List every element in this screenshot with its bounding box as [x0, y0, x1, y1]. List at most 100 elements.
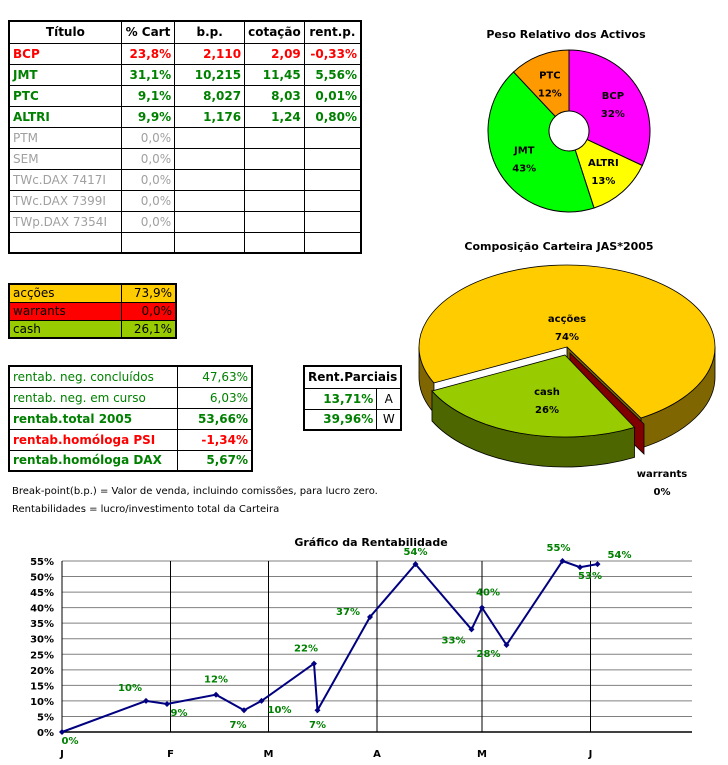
returns-table: rentab. neg. concluídos 47,63% rentab. neg…	[8, 365, 253, 472]
pie3d-value-label: 74%	[555, 332, 579, 343]
cell-rent: 0,80%	[303, 105, 362, 128]
pie3d-title: Composição Carteira JAS*2005	[464, 240, 653, 253]
pie3d-value-label: 0%	[654, 487, 671, 498]
returns-row: rentab.homóloga PSI -1,34%	[8, 428, 253, 451]
data-point	[258, 697, 265, 704]
data-label: 22%	[294, 644, 318, 655]
data-point	[164, 701, 170, 708]
returns-label: rentab.homóloga DAX	[8, 449, 178, 472]
data-label: 55%	[547, 543, 571, 554]
cell-titulo: JMT	[8, 63, 122, 86]
data-point	[311, 660, 317, 667]
line-chart-title: Gráfico da Rentabilidade	[294, 536, 447, 549]
cell-bp: 1,176	[174, 105, 246, 128]
donut-value-label: 12%	[538, 89, 562, 100]
data-label: 33%	[442, 635, 466, 646]
partial-returns-table: Rent.Parciais 13,71% A 39,96% W	[303, 365, 403, 431]
partial-label: A	[376, 387, 402, 410]
data-point	[213, 691, 219, 698]
data-point	[59, 729, 65, 735]
returns-label: rentab.homóloga PSI	[8, 428, 178, 451]
donut-label: JMT	[513, 145, 535, 156]
allocation-value: 73,9%	[121, 283, 177, 303]
cell-titulo: TWc.DAX 7417I	[8, 168, 122, 191]
y-tick-label: 5%	[37, 712, 54, 723]
pie3d-label: acções	[548, 314, 586, 325]
x-tick-label: M	[477, 749, 487, 760]
header-row: Título% Cart b.p. cotação rent.p.	[8, 20, 362, 44]
y-tick-label: 30%	[30, 635, 54, 646]
data-point	[468, 626, 475, 633]
pie3d-label: warrants	[637, 469, 687, 480]
cell-cart: 0,0%	[120, 189, 176, 212]
cell-bp: 8,027	[174, 84, 246, 107]
column-header: rent.p.	[303, 20, 362, 44]
table-row: TWc.DAX 7399I 0,0%	[8, 189, 362, 212]
data-label: 28%	[477, 649, 501, 660]
data-label: 10%	[268, 705, 292, 716]
returns-row: rentab.homóloga DAX 5,67%	[8, 449, 253, 472]
donut-label: ALTRI	[588, 158, 619, 169]
y-tick-label: 20%	[30, 666, 54, 677]
pie3d-slice-accoes	[418, 264, 716, 419]
note-break-point: Break-point(b.p.) = Valor de venda, incl…	[12, 486, 378, 497]
x-tick-label: J	[59, 749, 64, 760]
donut-label: PTC	[539, 71, 561, 82]
rentabilidade-line	[61, 559, 598, 733]
table-row: JMT 31,1% 10,215 11,45 5,56%	[8, 63, 362, 86]
pie3d-slice-cash	[431, 354, 636, 438]
data-point	[559, 558, 566, 564]
y-tick-label: 35%	[30, 619, 54, 630]
data-label: 7%	[309, 720, 326, 731]
data-label: 37%	[336, 607, 360, 618]
returns-value: 53,66%	[177, 407, 253, 430]
partial-row: 39,96% W	[303, 408, 402, 431]
column-header: b.p.	[174, 20, 246, 44]
allocation-table: acções 73,9% warrants 0,0% cash 26,1%	[8, 283, 177, 339]
y-tick-label: 55%	[30, 557, 54, 568]
partial-label: W	[376, 408, 402, 431]
table-row	[8, 231, 362, 254]
allocation-value: 26,1%	[121, 319, 177, 339]
cell-cotacao: 11,45	[244, 63, 305, 86]
data-point	[412, 561, 419, 568]
data-label: 53%	[578, 571, 602, 582]
y-tick-label: 10%	[30, 697, 54, 708]
pie3d-value-label: 26%	[535, 405, 559, 416]
donut-slice-jmt	[487, 71, 595, 213]
data-point	[241, 707, 247, 714]
returns-value: -1,34%	[177, 428, 253, 451]
data-point	[143, 697, 149, 704]
data-point	[594, 561, 601, 568]
y-tick-label: 25%	[30, 650, 54, 661]
table-row: TWp.DAX 7354I 0,0%	[8, 210, 362, 233]
table-row: ALTRI 9,9% 1,176 1,24 0,80%	[8, 105, 362, 128]
donut-value-label: 32%	[601, 109, 625, 120]
cell-bp: 10,215	[174, 63, 246, 86]
allocation-value: 0,0%	[121, 301, 177, 321]
x-tick-label: M	[264, 749, 274, 760]
returns-value: 6,03%	[177, 386, 253, 409]
column-header: % Cart	[120, 20, 176, 44]
cell-cart	[120, 231, 176, 254]
data-point	[367, 613, 373, 620]
returns-value: 47,63%	[177, 365, 253, 388]
allocation-row: cash 26,1%	[8, 319, 177, 339]
data-point	[577, 564, 583, 571]
x-tick-label: F	[167, 749, 174, 760]
allocation-label: warrants	[8, 301, 122, 321]
y-tick-label: 15%	[30, 681, 54, 692]
partial-row: 13,71% A	[303, 387, 402, 410]
note-rentabilidades: Rentabilidades = lucro/investimento tota…	[12, 504, 280, 515]
cell-rent: -0,33%	[303, 42, 362, 65]
donut-slice-bcp	[568, 49, 651, 167]
partial-value: 39,96%	[303, 408, 378, 431]
data-point	[479, 604, 485, 611]
holdings-table: Título% Cart b.p. cotação rent.p. BCP 23,8% 2,…	[8, 20, 362, 254]
y-tick-label: 45%	[30, 588, 54, 599]
returns-label: rentab. neg. em curso	[8, 386, 178, 409]
y-tick-label: 40%	[30, 604, 54, 615]
data-label: 54%	[404, 547, 428, 558]
cell-bp	[174, 231, 246, 254]
